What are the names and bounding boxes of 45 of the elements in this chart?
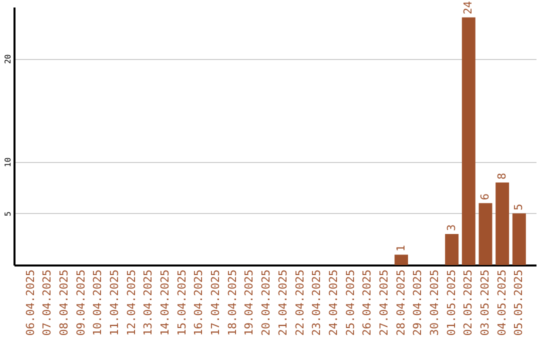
bar	[496, 182, 510, 265]
data-label: 3	[444, 224, 458, 232]
x-tick-label: 21.04.2025	[276, 270, 290, 336]
x-tick-label: 16.04.2025	[192, 270, 206, 336]
data-label: 6	[478, 193, 492, 200]
bar	[512, 213, 526, 265]
x-tick-label: 27.04.2025	[377, 270, 390, 336]
x-tick-label: 08.04.2025	[58, 270, 71, 336]
x-tick-label: 13.04.2025	[142, 270, 155, 336]
x-tick-label: 30.04.2025	[428, 270, 441, 336]
x-tick-label: 26.04.2025	[360, 270, 374, 336]
x-tick-label: 28.04.2025	[394, 270, 408, 336]
bar	[445, 234, 459, 265]
data-label: 5	[512, 204, 526, 210]
x-tick-label: 17.04.2025	[209, 270, 222, 336]
x-tick-label: 20.04.2025	[260, 270, 273, 336]
x-tick-label: 25.04.2025	[344, 270, 357, 336]
x-tick-label: 03.05.2025	[478, 270, 492, 336]
x-tick-label: 10.04.2025	[91, 270, 104, 336]
y-tick-label: 5	[4, 211, 12, 216]
data-label: 24	[462, 0, 475, 14]
bar	[478, 203, 492, 265]
x-tick-label: 24.04.2025	[326, 270, 340, 336]
x-tick-label: 29.04.2025	[411, 270, 424, 336]
x-tick-label: 12.04.2025	[124, 270, 138, 336]
x-tick-label: 02.05.2025	[462, 270, 475, 336]
x-tick-label: 22.04.2025	[293, 270, 306, 336]
x-tick-label: 18.04.2025	[226, 270, 239, 336]
bar	[394, 254, 408, 265]
x-tick-label: 19.04.2025	[242, 270, 256, 336]
x-tick-label: 04.05.2025	[495, 270, 508, 336]
x-tick-label: 05.05.2025	[512, 270, 526, 336]
x-tick-label: 11.04.2025	[108, 270, 122, 336]
x-tick-label: 09.04.2025	[74, 270, 88, 336]
y-tick-label: 20	[4, 54, 12, 64]
x-tick-label: 23.04.2025	[310, 270, 324, 336]
x-tick-label: 07.04.2025	[40, 270, 54, 336]
x-tick-label: 14.04.2025	[158, 270, 172, 336]
bar	[462, 17, 476, 265]
data-label: 8	[495, 172, 508, 180]
x-tick-label: 01.05.2025	[444, 270, 458, 336]
data-label: 1	[394, 245, 408, 252]
y-tick-label: 10	[4, 157, 12, 168]
x-tick-label: 06.04.2025	[24, 270, 37, 336]
x-tick-label: 15.04.2025	[175, 270, 188, 336]
